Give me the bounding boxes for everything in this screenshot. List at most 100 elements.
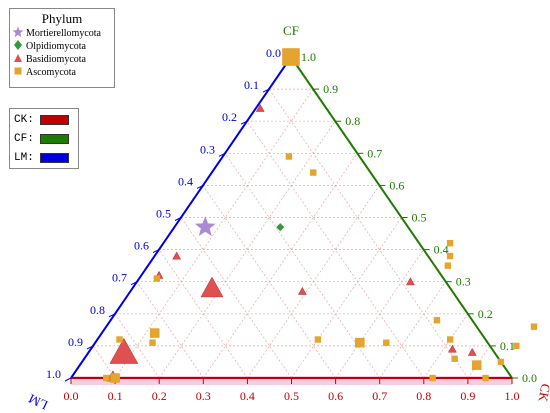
ck-tick-label: 0.0 bbox=[64, 389, 79, 403]
point-olpidiomycota bbox=[276, 223, 285, 232]
data-points bbox=[103, 48, 538, 383]
cf-tick-label: 0.1 bbox=[500, 339, 515, 353]
point-ascomycota bbox=[429, 374, 436, 382]
point-ascomycota bbox=[314, 336, 322, 343]
ck-color-swatch bbox=[39, 114, 69, 125]
point-ascomycota bbox=[471, 360, 482, 370]
cf-tick-label: 0.8 bbox=[345, 114, 360, 128]
legend-label: Mortierellomycota bbox=[26, 28, 101, 39]
axis-legend-lm: LM: bbox=[10, 148, 78, 167]
point-ascomycota bbox=[433, 317, 441, 324]
grid-line-lm bbox=[224, 153, 380, 379]
lm-axis-title: LM bbox=[26, 391, 50, 413]
grid-line-ck bbox=[114, 88, 314, 379]
legend-label: Olpidiomycota bbox=[26, 41, 86, 52]
axis-legend-label: LM: bbox=[14, 151, 34, 164]
lm-tick bbox=[240, 120, 248, 125]
ternary-axes bbox=[70, 56, 513, 379]
axis-color-legend: CK: CF: LM: bbox=[9, 108, 79, 169]
legend-label: Ascomycota bbox=[26, 67, 76, 78]
point-basidiomycota bbox=[172, 251, 182, 260]
lm-tick-label: 1.0 bbox=[46, 367, 61, 381]
tick-labels: 0.0 0.0 0.0 0.1 0.1 0.1 0.2 0.2 0.2 0.3 0.3 0.3 0.4 0… bbox=[26, 23, 550, 413]
point-ascomycota bbox=[110, 373, 120, 383]
point-ascomycota bbox=[285, 153, 293, 160]
point-ascomycota bbox=[355, 337, 365, 348]
legend-entry-ascomycota: Ascomycota bbox=[10, 66, 114, 79]
cf-tick-label: 0.6 bbox=[389, 178, 404, 192]
lm-tick bbox=[152, 249, 160, 254]
ck-tick-label: 1.0 bbox=[505, 389, 520, 403]
point-mortierellomycota bbox=[194, 216, 216, 237]
point-basidiomycota bbox=[109, 337, 139, 364]
point-basidiomycota bbox=[255, 103, 265, 112]
point-ascomycota bbox=[482, 374, 489, 382]
point-ascomycota bbox=[446, 252, 454, 260]
point-ascomycota bbox=[116, 336, 123, 343]
cf-tick-label: 0.2 bbox=[478, 307, 493, 321]
grid-line-lm bbox=[202, 185, 336, 379]
ck-tick-label: 0.8 bbox=[416, 389, 431, 403]
ck-tick-label: 0.6 bbox=[328, 389, 343, 403]
cf-tick-label: 0.0 bbox=[522, 371, 537, 385]
point-ascomycota bbox=[447, 336, 454, 343]
star-icon bbox=[10, 26, 26, 41]
point-ascomycota bbox=[451, 355, 458, 362]
diamond-icon bbox=[10, 39, 26, 54]
cf-tick-label: 0.9 bbox=[323, 82, 338, 96]
point-basidiomycota bbox=[405, 277, 415, 286]
grid-line-ck bbox=[203, 153, 358, 379]
ck-axis-title: CK bbox=[535, 383, 550, 404]
ck-tick-label: 0.4 bbox=[240, 389, 255, 403]
point-ascomycota bbox=[149, 328, 160, 338]
ck-tick-label: 0.3 bbox=[196, 389, 211, 403]
grid-line-lm bbox=[136, 281, 204, 379]
lm-tick-label: 0.4 bbox=[178, 174, 193, 188]
grid-line-ck bbox=[291, 217, 402, 379]
point-ascomycota bbox=[149, 339, 156, 346]
ck-tick-label: 0.7 bbox=[372, 389, 387, 403]
lm-color-swatch bbox=[39, 152, 69, 163]
grid-line-ck bbox=[467, 345, 491, 379]
square-icon bbox=[10, 65, 26, 80]
legend-entry-mortierellomycota: Mortierellomycota bbox=[10, 26, 114, 41]
grid-line-lm bbox=[268, 88, 469, 379]
grid-line-lm bbox=[180, 217, 292, 379]
lm-tick-label: 0.2 bbox=[222, 110, 237, 124]
grid-lines bbox=[71, 88, 512, 385]
lm-tick bbox=[196, 184, 204, 189]
grid-line-lm bbox=[158, 249, 248, 379]
triangle-icon bbox=[10, 52, 26, 67]
cf-tick-label: 0.3 bbox=[456, 275, 471, 289]
ck-tick-label: 0.5 bbox=[284, 389, 299, 403]
lm-tick bbox=[86, 345, 94, 350]
lm-tick bbox=[64, 377, 72, 382]
point-ascomycota bbox=[153, 275, 161, 282]
point-ascomycota bbox=[383, 339, 390, 346]
point-basidiomycota bbox=[467, 347, 477, 356]
point-basidiomycota bbox=[297, 286, 307, 295]
ck-tick-label: 0.9 bbox=[460, 389, 475, 403]
lm-tick-label: 0.7 bbox=[112, 271, 127, 285]
axis-legend-label: CK: bbox=[14, 113, 34, 126]
lm-tick-label: 0.9 bbox=[68, 335, 83, 349]
cf-tick-label: 0.4 bbox=[434, 243, 449, 257]
lm-tick bbox=[174, 217, 182, 221]
cf-tick-label: 0.7 bbox=[367, 146, 382, 160]
cf-axis-title: CF bbox=[283, 23, 299, 38]
point-basidiomycota bbox=[200, 276, 224, 298]
grid-line-ck bbox=[335, 249, 424, 379]
grid-line-lm bbox=[114, 313, 160, 379]
lm-tick-label: 0.6 bbox=[134, 239, 149, 253]
legend-label: Basidiomycota bbox=[26, 54, 86, 65]
lm-tick-label: 0.8 bbox=[90, 303, 105, 317]
phylum-legend: Phylum Mortierellomycota Olpidiomycota B… bbox=[9, 8, 115, 88]
ck-tick-label: 0.1 bbox=[108, 389, 123, 403]
point-ascomycota bbox=[446, 239, 454, 247]
lm-tick-label: 0.5 bbox=[156, 207, 171, 221]
axis-legend-cf: CF: bbox=[10, 129, 78, 148]
ck-tick-label: 0.2 bbox=[152, 389, 167, 403]
grid-line-lm bbox=[92, 345, 116, 379]
point-ascomycota bbox=[103, 374, 110, 382]
